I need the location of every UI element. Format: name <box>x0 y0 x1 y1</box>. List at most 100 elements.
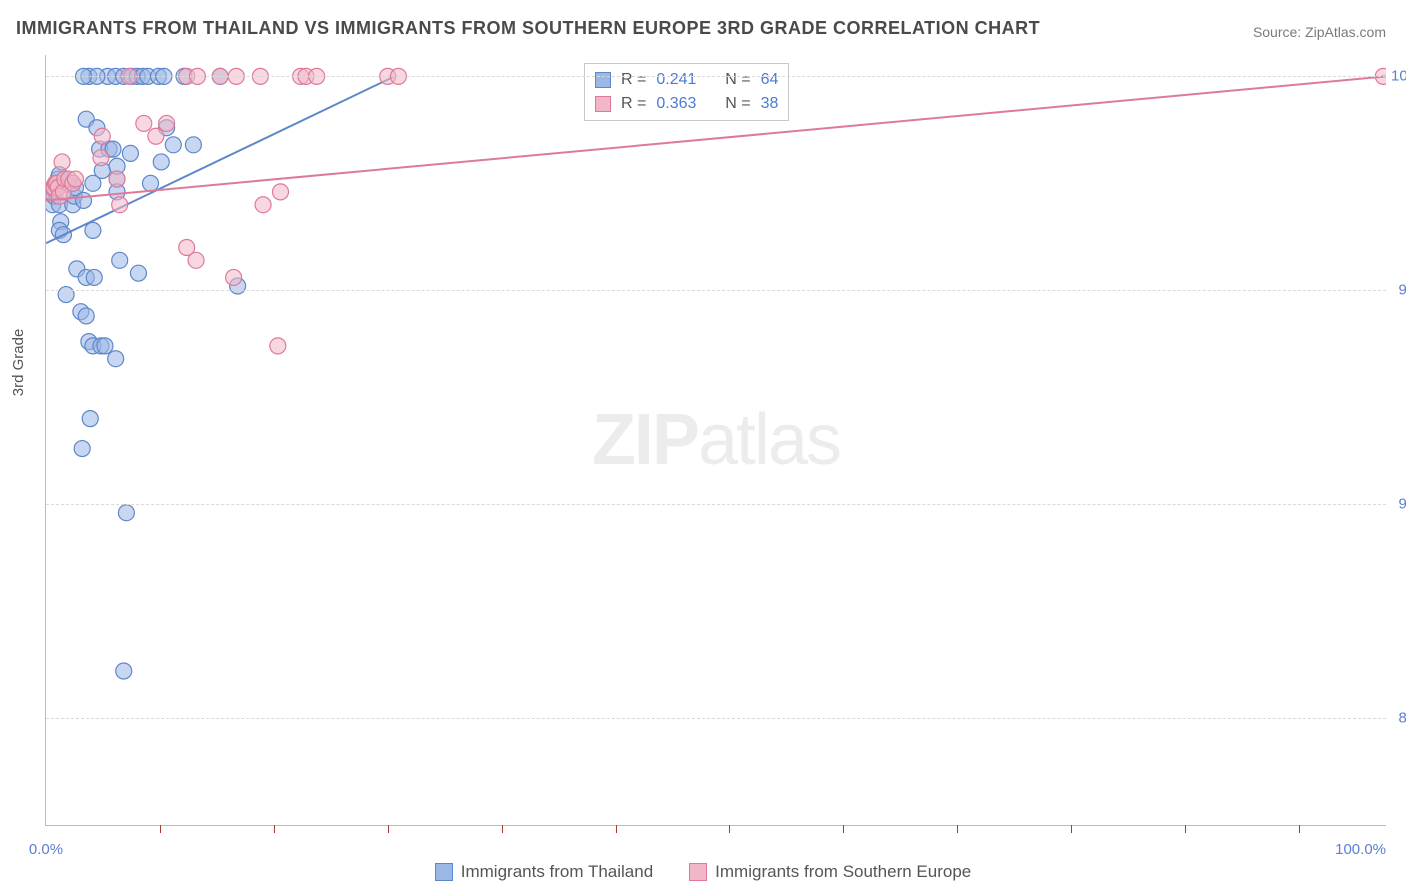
scatter-point <box>109 158 125 174</box>
scatter-point <box>116 663 132 679</box>
scatter-point <box>67 171 83 187</box>
scatter-point <box>47 175 63 191</box>
stat-r-value: 0.363 <box>656 92 696 116</box>
stat-n-value: 38 <box>761 92 779 116</box>
y-tick-label: 100.0% <box>1391 68 1406 85</box>
scatter-point <box>270 338 286 354</box>
watermark-bold: ZIP <box>592 400 698 480</box>
scatter-point <box>54 154 70 170</box>
scatter-point <box>82 411 98 427</box>
bottom-legend-item: Immigrants from Thailand <box>435 862 653 882</box>
legend-stats-box: R = 0.241 N = 64R = 0.363 N = 38 <box>584 63 789 121</box>
scatter-point <box>109 171 125 187</box>
scatter-point <box>51 197 67 213</box>
legend-stats-row: R = 0.363 N = 38 <box>595 92 778 116</box>
scatter-point <box>74 441 90 457</box>
legend-swatch <box>595 96 611 112</box>
scatter-point <box>46 180 61 196</box>
scatter-point <box>61 171 77 187</box>
stat-r-value: 0.241 <box>656 68 696 92</box>
chart-title: IMMIGRANTS FROM THAILAND VS IMMIGRANTS F… <box>16 18 1040 39</box>
scatter-point <box>159 115 175 131</box>
scatter-point <box>55 184 71 200</box>
x-tick-mark <box>843 825 844 833</box>
gridline-h <box>46 504 1386 505</box>
trend-line <box>46 76 394 243</box>
legend-stats-row: R =0.241 N =64 <box>595 68 778 92</box>
stat-n-label: N = <box>725 92 750 116</box>
scatter-point <box>93 338 109 354</box>
scatter-point <box>226 269 242 285</box>
bottom-legend-label: Immigrants from Southern Europe <box>715 862 971 882</box>
scatter-point <box>66 188 82 204</box>
bottom-legend-label: Immigrants from Thailand <box>461 862 653 882</box>
watermark-light: atlas <box>698 400 840 480</box>
scatter-point <box>81 334 97 350</box>
source-label: Source: ZipAtlas.com <box>1253 24 1386 40</box>
x-tick-mark <box>502 825 503 833</box>
x-tick-mark <box>616 825 617 833</box>
scatter-point <box>58 287 74 303</box>
x-tick-mark <box>729 825 730 833</box>
x-tick-mark <box>957 825 958 833</box>
stat-n-value: 64 <box>761 68 779 92</box>
scatter-point <box>109 171 125 187</box>
scatter-point <box>92 141 108 157</box>
scatter-point <box>76 192 92 208</box>
scatter-point <box>89 120 105 136</box>
scatter-point <box>53 214 69 230</box>
scatter-point <box>46 188 62 204</box>
scatter-point <box>230 278 246 294</box>
y-axis-label: 3rd Grade <box>10 329 27 397</box>
scatter-point <box>51 188 67 204</box>
scatter-point <box>86 269 102 285</box>
scatter-point <box>65 175 81 191</box>
legend-swatch <box>435 863 453 881</box>
scatter-point <box>85 175 101 191</box>
bottom-legend: Immigrants from Thailand Immigrants from … <box>0 862 1406 886</box>
x-tick-label-left: 0.0% <box>29 841 63 858</box>
scatter-point <box>130 265 146 281</box>
scatter-point <box>105 141 121 157</box>
scatter-point <box>94 128 110 144</box>
scatter-point <box>78 308 94 324</box>
scatter-point <box>112 197 128 213</box>
scatter-point <box>65 197 81 213</box>
scatter-point <box>47 184 63 200</box>
scatter-point <box>118 505 134 521</box>
x-tick-mark <box>1071 825 1072 833</box>
scatter-point <box>65 175 81 191</box>
scatter-point <box>273 184 289 200</box>
scatter-point <box>51 222 67 238</box>
x-tick-mark <box>160 825 161 833</box>
scatter-point <box>78 269 94 285</box>
gridline-h <box>46 76 1386 77</box>
scatter-point <box>50 171 66 187</box>
scatter-point <box>179 240 195 256</box>
watermark: ZIPatlas <box>592 399 840 481</box>
scatter-point <box>101 141 117 157</box>
chart-plot-area: ZIPatlas R =0.241 N =64R =0.363 N =38 85… <box>45 55 1386 826</box>
scatter-point <box>165 137 181 153</box>
scatter-point <box>255 197 271 213</box>
scatter-point <box>112 252 128 268</box>
scatter-point <box>109 184 125 200</box>
scatter-point <box>97 338 113 354</box>
scatter-point <box>51 167 67 183</box>
legend-swatch <box>595 72 611 88</box>
scatter-point <box>55 227 71 243</box>
scatter-point <box>69 261 85 277</box>
y-tick-label: 85.0% <box>1391 710 1406 727</box>
scatter-point <box>85 338 101 354</box>
scatter-point <box>49 175 65 191</box>
stat-r-label: R = <box>621 92 646 116</box>
scatter-point <box>50 180 66 196</box>
scatter-point <box>148 128 164 144</box>
gridline-h <box>46 290 1386 291</box>
scatter-point <box>85 222 101 238</box>
scatter-point <box>136 115 152 131</box>
scatter-point <box>93 150 109 166</box>
x-tick-mark <box>274 825 275 833</box>
scatter-point <box>153 154 169 170</box>
stat-r-label: R = <box>621 68 646 92</box>
